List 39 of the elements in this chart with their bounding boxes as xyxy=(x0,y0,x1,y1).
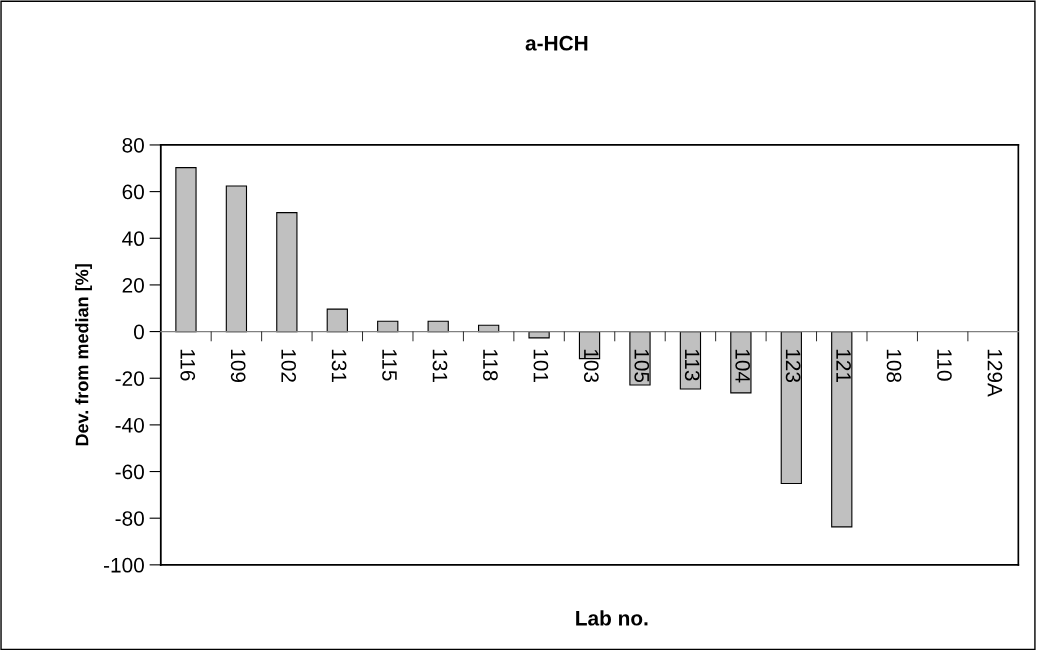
bar xyxy=(225,185,248,333)
y-tick-label: -60 xyxy=(115,464,144,480)
x-tick-label: 118 xyxy=(483,349,498,381)
y-tick-label: -40 xyxy=(115,417,144,433)
x-tick-label: 110 xyxy=(937,349,952,381)
x-tick-label: 115 xyxy=(382,349,397,381)
x-tick-label: 123 xyxy=(785,349,801,383)
bar xyxy=(780,331,802,484)
y-tick-label: -100 xyxy=(103,557,144,573)
y-tick-label: 80 xyxy=(122,137,144,153)
x-tick-label: 116 xyxy=(180,349,196,381)
y-tick-label: -80 xyxy=(115,511,144,526)
y-tick-label: 0 xyxy=(133,324,144,340)
x-tick-label: 101 xyxy=(533,349,549,382)
bar xyxy=(175,167,197,333)
y-tick-label: 60 xyxy=(122,184,144,200)
chart-title: a-HCH xyxy=(525,35,588,51)
x-tick-label: 109 xyxy=(230,349,246,383)
bar xyxy=(528,331,550,339)
x-tick-label: 121 xyxy=(836,349,851,382)
bar xyxy=(276,212,298,333)
x-tick-label: 113 xyxy=(684,349,700,381)
y-tick-label: 20 xyxy=(122,277,144,293)
x-tick-label: 105 xyxy=(634,349,650,383)
x-tick-label: 131 xyxy=(432,349,448,382)
x-tick-label: 129A xyxy=(987,349,1003,397)
bar xyxy=(326,308,348,333)
bar xyxy=(427,320,449,333)
y-tick-label: -20 xyxy=(115,371,144,386)
x-axis-title: Lab no. xyxy=(576,610,648,626)
bar xyxy=(730,331,752,394)
y-tick-label: 40 xyxy=(122,231,144,247)
x-tick-label: 108 xyxy=(886,349,902,383)
x-tick-label: 102 xyxy=(281,349,297,382)
x-tick-label: 104 xyxy=(735,349,751,383)
bar xyxy=(831,331,853,528)
y-axis-title: Dev. from median [%] xyxy=(75,264,92,446)
x-tick-label: 103 xyxy=(583,349,599,383)
x-tick-label: 131 xyxy=(331,349,347,382)
